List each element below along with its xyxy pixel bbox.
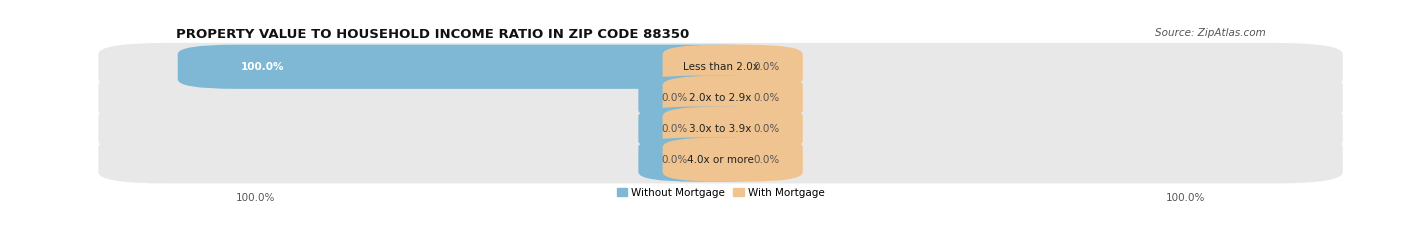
FancyBboxPatch shape: [638, 106, 779, 151]
Text: 0.0%: 0.0%: [661, 93, 688, 103]
Text: 0.0%: 0.0%: [661, 124, 688, 134]
Text: 0.0%: 0.0%: [754, 93, 780, 103]
Text: 0.0%: 0.0%: [661, 155, 688, 164]
FancyBboxPatch shape: [98, 136, 1343, 183]
FancyBboxPatch shape: [638, 75, 779, 120]
Legend: Without Mortgage, With Mortgage: Without Mortgage, With Mortgage: [613, 184, 828, 202]
Text: PROPERTY VALUE TO HOUSEHOLD INCOME RATIO IN ZIP CODE 88350: PROPERTY VALUE TO HOUSEHOLD INCOME RATIO…: [176, 28, 689, 41]
Text: Source: ZipAtlas.com: Source: ZipAtlas.com: [1154, 28, 1265, 38]
Text: 3.0x to 3.9x: 3.0x to 3.9x: [689, 124, 752, 134]
FancyBboxPatch shape: [662, 75, 803, 120]
Text: 0.0%: 0.0%: [754, 124, 780, 134]
Text: 4.0x or more: 4.0x or more: [688, 155, 754, 164]
FancyBboxPatch shape: [98, 105, 1343, 153]
Text: 100.0%: 100.0%: [242, 62, 284, 72]
FancyBboxPatch shape: [638, 137, 779, 182]
FancyBboxPatch shape: [98, 43, 1343, 91]
FancyBboxPatch shape: [662, 106, 803, 151]
FancyBboxPatch shape: [98, 74, 1343, 122]
Text: 2.0x to 2.9x: 2.0x to 2.9x: [689, 93, 752, 103]
FancyBboxPatch shape: [177, 45, 779, 89]
FancyBboxPatch shape: [662, 137, 803, 182]
Text: 0.0%: 0.0%: [754, 155, 780, 164]
FancyBboxPatch shape: [662, 45, 803, 89]
Text: Less than 2.0x: Less than 2.0x: [683, 62, 758, 72]
Text: 0.0%: 0.0%: [754, 62, 780, 72]
Text: 100.0%: 100.0%: [236, 193, 276, 203]
Text: 100.0%: 100.0%: [1166, 193, 1205, 203]
